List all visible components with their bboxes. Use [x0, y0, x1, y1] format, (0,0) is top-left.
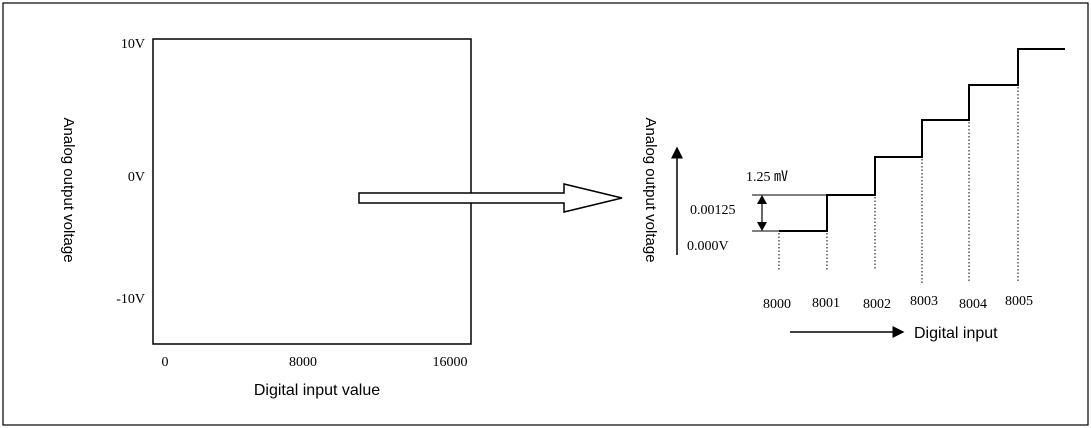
y-tick-minus-10v: -10V — [116, 292, 145, 307]
x-tick-8003: 8003 — [910, 294, 938, 309]
step-line — [779, 48, 1065, 232]
right-x-axis-label: Digital input — [914, 325, 998, 342]
y-tick-10v: 10V — [121, 37, 145, 52]
right-chart: Analog output voltage 1.25 ㎷ 0.00125 0.0… — [642, 48, 1065, 342]
x-tick-8002: 8002 — [863, 297, 891, 312]
dimension-arrow-up-icon — [757, 195, 767, 204]
x-tick-8000: 8000 — [763, 297, 791, 312]
left-x-axis-label: Digital input value — [254, 382, 380, 399]
x-tick-8005: 8005 — [1005, 294, 1033, 309]
y-tick-0v: 0V — [128, 170, 145, 185]
x-tick-16000: 16000 — [433, 355, 468, 370]
x-tick-8004: 8004 — [959, 297, 987, 312]
x-tick-8001: 8001 — [812, 296, 840, 311]
left-plot-box — [152, 38, 472, 345]
x-tick-0: 0 — [162, 355, 169, 370]
base-value-label: 0.000V — [687, 239, 729, 254]
step-value-label: 0.00125 — [690, 203, 736, 218]
dimension-arrow-down-icon — [757, 222, 767, 231]
step-size-label: 1.25 ㎷ — [746, 170, 788, 185]
transition-arrow-icon — [358, 183, 623, 213]
x-tick-8000: 8000 — [289, 355, 317, 370]
right-y-axis-label: Analog output voltage — [642, 117, 659, 262]
left-y-axis-label: Analog output voltage — [60, 117, 77, 262]
left-chart: 10V 0V -10V 0 8000 16000 Analog output v… — [60, 37, 472, 399]
